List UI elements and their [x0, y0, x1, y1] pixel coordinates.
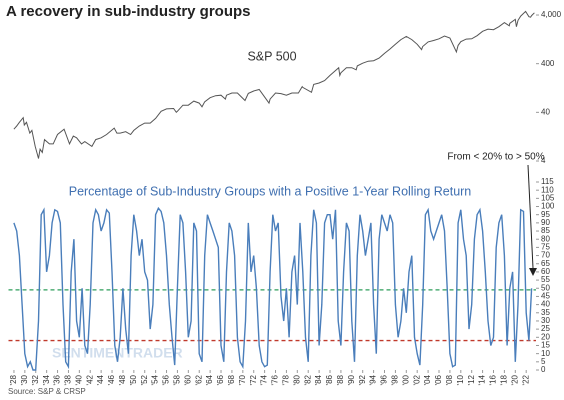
y-tick-label: 45 [541, 292, 550, 301]
x-tick-label: '36 [53, 374, 62, 385]
watermark: SENTIMENTRADER [52, 345, 183, 361]
y-tick-label: 105 [541, 193, 555, 202]
y-tick-label: 90 [541, 218, 550, 227]
x-tick-label: '06 [434, 374, 443, 385]
y-tick-label: 10 [541, 349, 550, 358]
y-tick-label: 110 [541, 185, 554, 194]
x-tick-label: '40 [74, 374, 83, 385]
page-title: A recovery in sub-industry groups [6, 3, 251, 20]
x-tick-label: '72 [249, 374, 258, 385]
x-tick-label: '12 [467, 374, 476, 385]
y-tick-label: 40 [541, 300, 550, 309]
x-tick-label: '10 [456, 374, 465, 385]
y-tick-label: 100 [541, 202, 555, 211]
y-tick-label: 5 [541, 357, 546, 366]
x-tick-label: '42 [85, 374, 94, 385]
x-tick-label: '88 [336, 374, 345, 385]
x-tick-label: '66 [216, 374, 225, 385]
x-tick-label: '18 [500, 374, 509, 385]
y-tick-label: 15 [541, 341, 550, 350]
x-tick-label: '16 [489, 374, 498, 385]
panel-title: S&P 500 [247, 49, 296, 63]
y-tick-label: 35 [541, 308, 550, 317]
x-tick-label: '90 [347, 374, 356, 385]
y-tick-label: 55 [541, 275, 550, 284]
x-tick-label: '30 [20, 374, 29, 385]
y-tick-label: 40 [541, 107, 550, 116]
x-tick-label: '00 [401, 374, 410, 385]
x-tick-label: '38 [64, 374, 73, 385]
x-tick-label: '52 [140, 374, 149, 385]
x-tick-label: '46 [107, 374, 116, 385]
x-tick-label: '98 [391, 374, 400, 385]
x-tick-label: '70 [238, 374, 247, 385]
y-tick-label: 75 [541, 243, 550, 252]
y-tick-label: 115 [541, 177, 554, 186]
y-tick-label: 95 [541, 210, 550, 219]
y-tick-label: 0 [541, 365, 546, 374]
y-tick-label: 80 [541, 234, 550, 243]
x-tick-label: '56 [162, 374, 171, 385]
x-tick-label: '48 [118, 374, 127, 385]
x-tick-label: '86 [325, 374, 334, 385]
x-tick-label: '50 [129, 374, 138, 385]
y-tick-label: 65 [541, 259, 550, 268]
x-tick-label: '64 [205, 374, 214, 385]
source-note: Source: S&P & CRSP [8, 387, 86, 396]
x-tick-label: '32 [31, 374, 40, 385]
x-tick-label: '68 [227, 374, 236, 385]
y-tick-label: 50 [541, 283, 550, 292]
annotation: From < 20% to > 50% [447, 152, 544, 163]
annotation-arrow [527, 164, 534, 269]
x-tick-label: '80 [292, 374, 301, 385]
x-tick-label: '62 [194, 374, 203, 385]
x-tick-label: '76 [271, 374, 280, 385]
x-tick-label: '44 [96, 374, 105, 385]
x-tick-label: '14 [478, 374, 487, 385]
y-tick-label: 4,000 [541, 10, 562, 19]
x-tick-label: '58 [173, 374, 182, 385]
x-tick-label: '60 [183, 374, 192, 385]
x-tick-label: '92 [358, 374, 367, 385]
x-tick-label: '22 [521, 374, 530, 385]
data-line [13, 10, 535, 159]
x-tick-label: '08 [445, 374, 454, 385]
x-tick-label: '02 [412, 374, 421, 385]
y-tick-label: 25 [541, 324, 550, 333]
x-tick-label: '54 [151, 374, 160, 385]
x-tick-label: '28 [9, 374, 18, 385]
x-tick-label: '96 [380, 374, 389, 385]
panel-title: Percentage of Sub-Industry Groups with a… [69, 184, 472, 198]
y-tick-label: 400 [541, 59, 555, 68]
y-tick-label: 4 [541, 156, 546, 165]
x-tick-label: '94 [369, 374, 378, 385]
data-line [13, 206, 533, 371]
x-tick-label: '04 [423, 374, 432, 385]
x-tick-label: '34 [42, 374, 51, 385]
x-tick-label: '20 [510, 374, 519, 385]
y-tick-label: 30 [541, 316, 550, 325]
x-tick-label: '74 [260, 374, 269, 385]
y-tick-label: 60 [541, 267, 550, 276]
arrow-head [529, 268, 537, 276]
x-tick-label: '82 [303, 374, 312, 385]
x-tick-label: '84 [314, 374, 323, 385]
y-tick-label: 85 [541, 226, 550, 235]
y-tick-label: 20 [541, 332, 550, 341]
x-tick-label: '78 [282, 374, 291, 385]
y-tick-label: 70 [541, 251, 550, 260]
